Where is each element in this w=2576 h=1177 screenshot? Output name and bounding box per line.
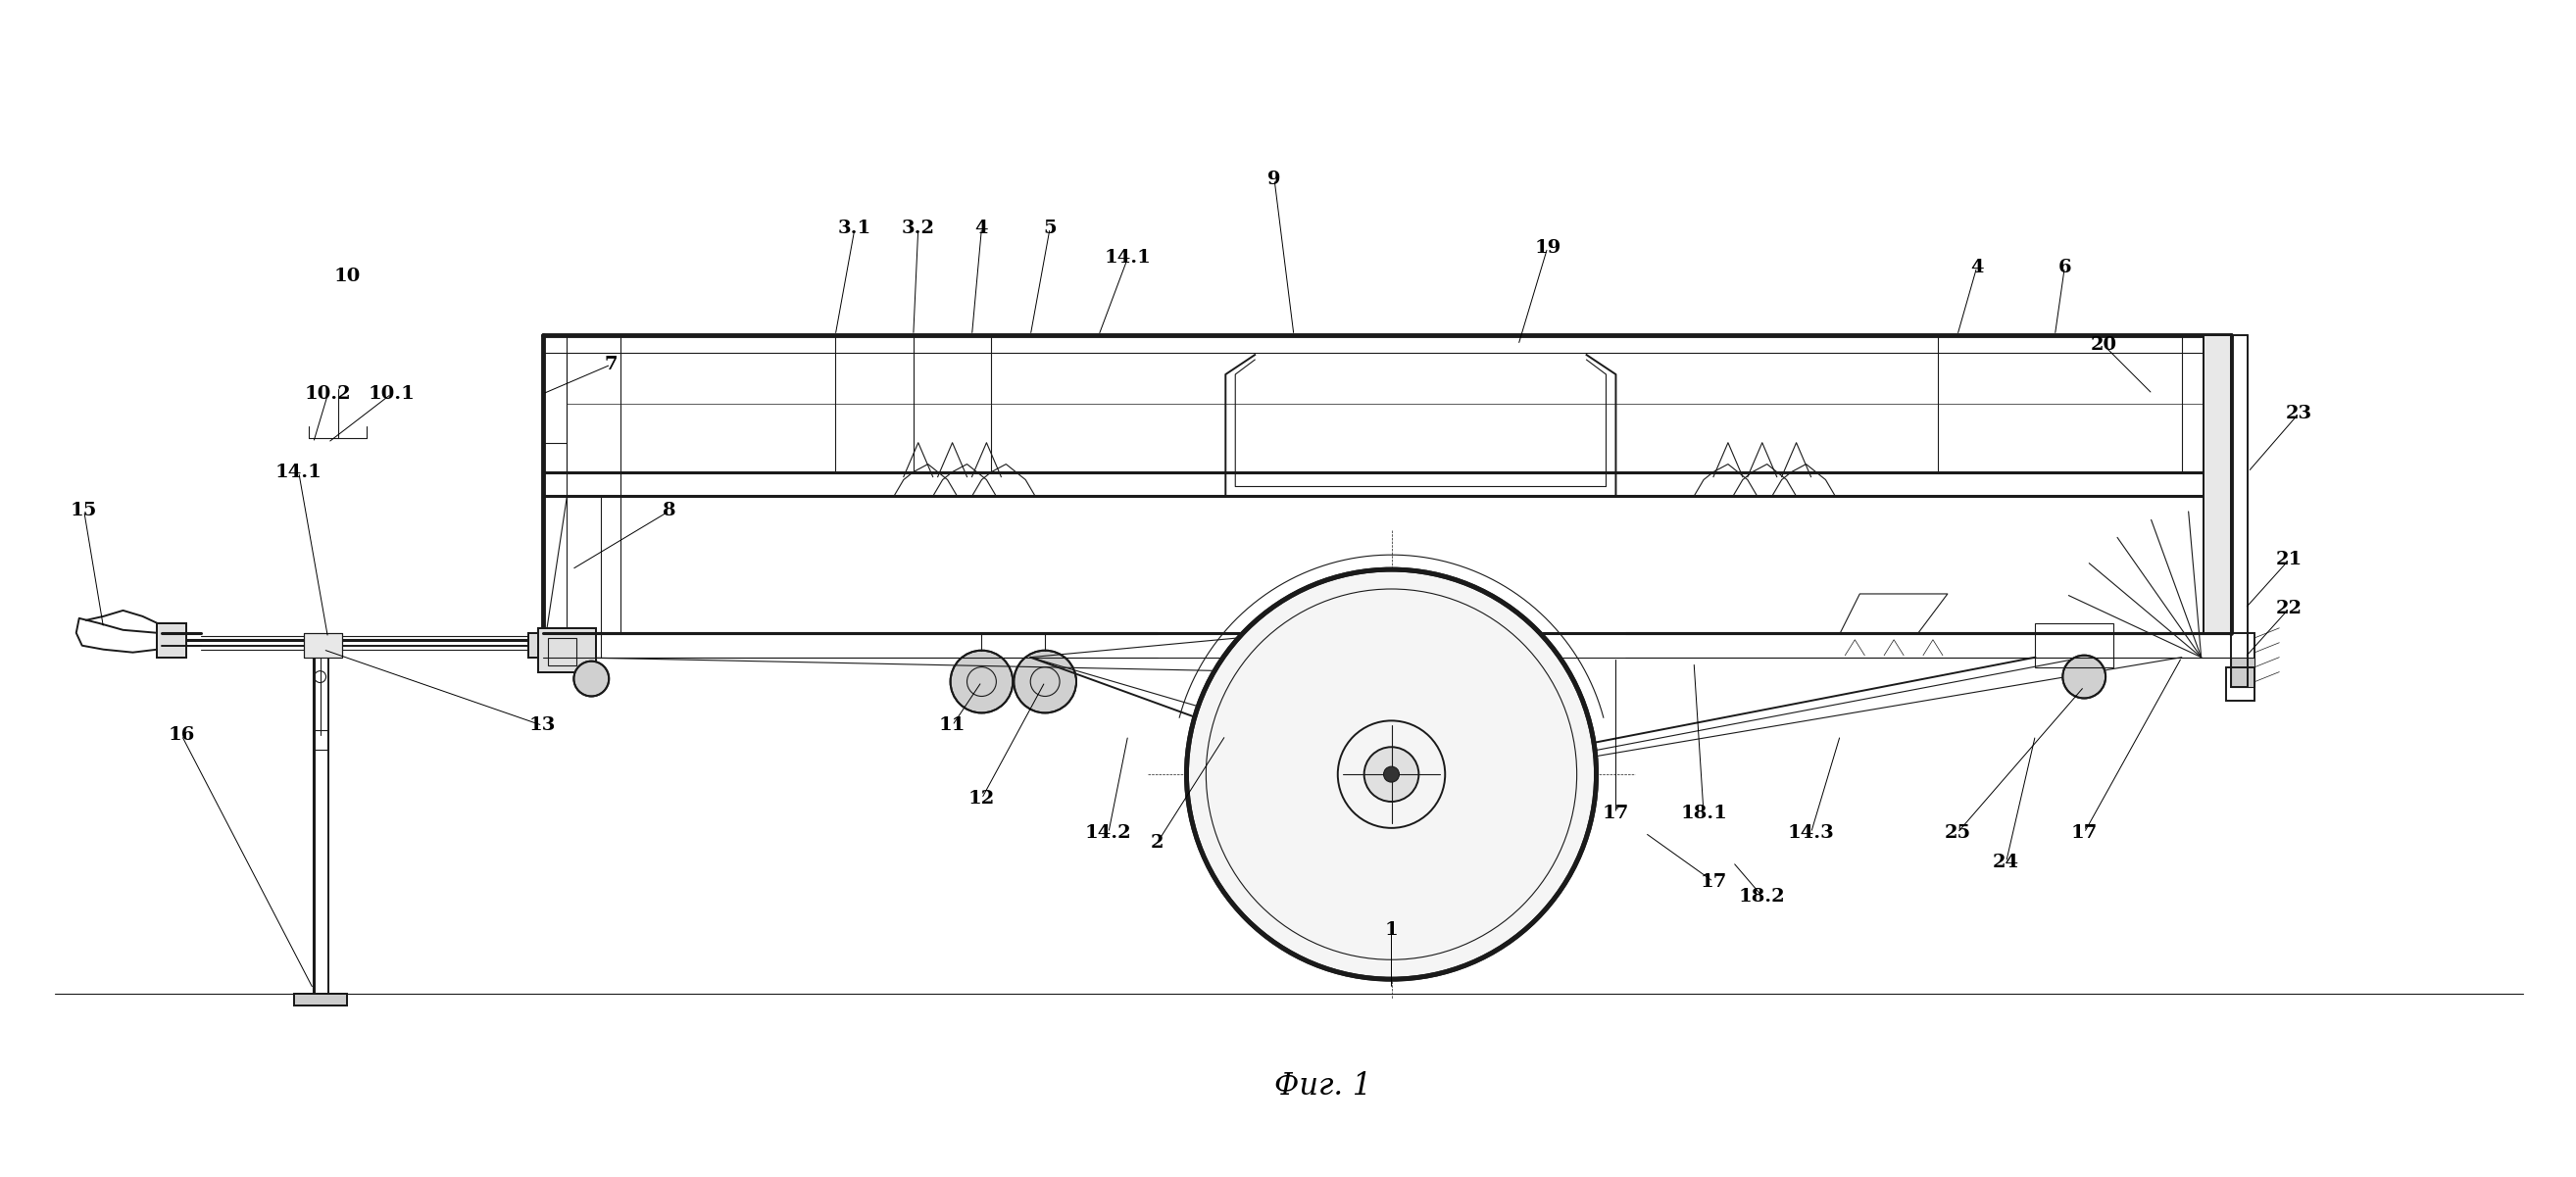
Bar xyxy=(549,638,577,665)
Text: 18.2: 18.2 xyxy=(1739,887,1785,905)
Text: 17: 17 xyxy=(1700,873,1726,891)
Text: 14.3: 14.3 xyxy=(1788,824,1834,842)
Bar xyxy=(294,993,348,1005)
Text: 16: 16 xyxy=(167,726,196,744)
Text: 20: 20 xyxy=(2092,337,2117,354)
Bar xyxy=(2035,623,2112,667)
Circle shape xyxy=(1015,651,1077,713)
Bar xyxy=(2202,335,2231,633)
Text: 2: 2 xyxy=(1151,833,1164,851)
Text: 4: 4 xyxy=(1971,258,1984,275)
Text: 14.1: 14.1 xyxy=(276,463,322,480)
Text: 4: 4 xyxy=(976,219,989,237)
Bar xyxy=(304,633,343,657)
Bar xyxy=(304,633,343,657)
Text: 19: 19 xyxy=(1535,239,1561,257)
Text: 14.2: 14.2 xyxy=(1084,824,1131,842)
Text: 1: 1 xyxy=(1386,922,1399,939)
Circle shape xyxy=(1365,747,1419,802)
Text: 11: 11 xyxy=(938,717,966,734)
Text: 3.2: 3.2 xyxy=(902,219,935,237)
Text: 13: 13 xyxy=(528,717,556,734)
Text: 25: 25 xyxy=(1945,824,1971,842)
Bar xyxy=(528,633,556,657)
Text: 22: 22 xyxy=(2275,599,2303,617)
Text: 18.1: 18.1 xyxy=(1680,805,1726,823)
Circle shape xyxy=(1383,766,1399,783)
Bar xyxy=(2231,633,2254,686)
Text: 10.2: 10.2 xyxy=(304,385,350,403)
Text: 9: 9 xyxy=(1267,171,1280,188)
Bar xyxy=(314,731,327,750)
Text: 5: 5 xyxy=(1043,219,1056,237)
Bar xyxy=(528,633,556,657)
Bar xyxy=(157,623,185,657)
Bar xyxy=(157,623,185,657)
Text: 17: 17 xyxy=(1602,805,1628,823)
Text: 24: 24 xyxy=(1994,853,2020,871)
Bar xyxy=(2226,667,2254,701)
Bar xyxy=(538,629,595,672)
Text: 10: 10 xyxy=(335,268,361,286)
Text: 17: 17 xyxy=(2071,824,2097,842)
Text: 3.1: 3.1 xyxy=(837,219,871,237)
Text: 6: 6 xyxy=(2058,258,2071,275)
Text: Фиг. 1: Фиг. 1 xyxy=(1275,1071,1373,1102)
Circle shape xyxy=(2063,656,2105,698)
Text: 12: 12 xyxy=(969,790,994,807)
Bar xyxy=(538,629,595,672)
Circle shape xyxy=(574,661,608,697)
Bar xyxy=(1332,629,1450,663)
Text: 8: 8 xyxy=(662,503,675,520)
Text: 7: 7 xyxy=(605,355,618,373)
Text: 21: 21 xyxy=(2275,551,2303,568)
Bar xyxy=(2202,335,2231,633)
Bar xyxy=(2231,657,2254,686)
Text: 10.1: 10.1 xyxy=(368,385,415,403)
Bar xyxy=(157,623,185,657)
Circle shape xyxy=(951,651,1012,713)
Bar xyxy=(294,993,348,1005)
Bar xyxy=(1332,629,1450,663)
Text: 23: 23 xyxy=(2285,405,2313,423)
Text: 15: 15 xyxy=(70,503,98,520)
Text: 14.1: 14.1 xyxy=(1105,248,1151,266)
Circle shape xyxy=(1188,570,1597,979)
